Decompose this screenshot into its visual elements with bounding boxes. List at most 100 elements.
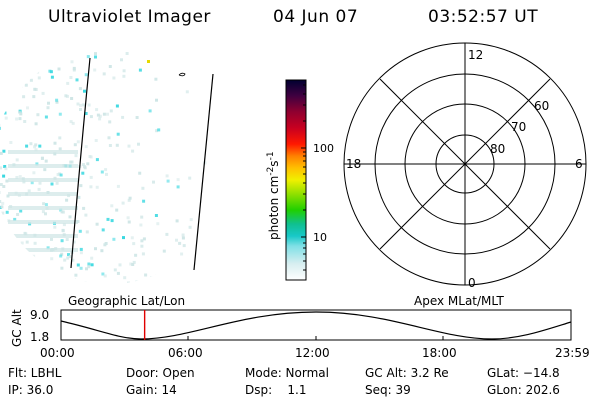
emission-pixel	[43, 168, 47, 172]
emission-pixel	[102, 112, 106, 116]
emission-pixel	[94, 55, 97, 59]
emission-pixel	[84, 73, 88, 77]
emission-pixel	[83, 165, 86, 169]
emission-pixel	[138, 68, 142, 72]
emission-pixel	[203, 161, 207, 165]
emission-pixel	[79, 266, 83, 270]
emission-pixel	[137, 142, 140, 146]
emission-pixel	[13, 217, 17, 221]
emission-pixel	[19, 112, 23, 116]
apex-caption: Apex MLat/MLT	[414, 294, 504, 308]
observation-time: 03:52:57 UT	[428, 7, 539, 27]
emission-pixel	[79, 184, 83, 188]
timeline-x-tick-2: 12:00	[295, 346, 330, 360]
emission-pixel	[95, 108, 99, 112]
emission-pixel	[25, 240, 29, 244]
emission-pixel	[33, 87, 37, 91]
emission-pixel	[69, 120, 73, 124]
emission-pixel	[100, 170, 104, 174]
emission-pixel	[166, 179, 170, 183]
emission-pixel	[15, 176, 19, 179]
gc-altitude-readout: GC Alt: 3.2 Re	[365, 366, 449, 380]
timeline-x-tick-1: 06:00	[168, 346, 203, 360]
colorbar-unit-label: photon cm-2s-1	[266, 151, 281, 240]
emission-pixel	[157, 128, 161, 132]
emission-pixel	[122, 236, 125, 240]
emission-pixel	[71, 258, 75, 262]
emission-pixel	[72, 66, 76, 70]
emission-pixel	[70, 97, 74, 100]
emission-pixel	[32, 171, 36, 175]
emission-pixel	[154, 77, 158, 81]
emission-pixel	[89, 155, 93, 159]
emission-pixel	[26, 106, 29, 110]
seq-readout: Seq: 39	[365, 383, 411, 397]
emission-pixel	[89, 115, 93, 119]
observation-date: 04 Jun 07	[273, 7, 359, 27]
dsp-readout: Dsp: 1.1	[245, 383, 307, 397]
emission-pixel	[188, 225, 192, 229]
emission-pixel	[75, 78, 79, 82]
emission-pixel	[116, 271, 120, 275]
emission-pixel	[128, 196, 132, 200]
filter-readout: Flt: LBHL	[8, 366, 62, 380]
emission-pixel	[84, 112, 88, 115]
emission-band	[8, 178, 78, 182]
altitude-curve	[60, 311, 572, 340]
emission-pixel	[25, 144, 29, 148]
colorbar-ticks	[301, 84, 306, 271]
emission-pixel	[41, 210, 45, 214]
emission-pixel	[0, 191, 1, 194]
emission-pixel	[140, 239, 144, 243]
emission-pixel	[24, 83, 28, 87]
emission-pixel	[2, 149, 6, 153]
emission-pixel	[180, 252, 184, 256]
emission-pixel	[176, 178, 180, 182]
emission-pixel	[87, 265, 91, 269]
emission-pixel	[93, 68, 97, 72]
emission-pixel	[85, 230, 89, 234]
longitude-line-right	[193, 73, 214, 271]
emission-pixel	[62, 223, 66, 227]
emission-pixel	[152, 180, 155, 184]
emission-pixel	[104, 168, 108, 172]
mlt-label-18: 18	[346, 157, 361, 171]
emission-pixel	[55, 100, 59, 104]
emission-pixel	[2, 185, 6, 188]
emission-pixel	[3, 165, 7, 168]
emission-pixel	[59, 173, 63, 177]
mode-readout: Mode: Normal	[245, 366, 329, 380]
emission-band	[8, 206, 78, 210]
emission-pixel	[162, 249, 166, 253]
bright-pixel	[147, 60, 150, 63]
emission-pixel	[105, 172, 108, 176]
emission-pixel	[188, 176, 192, 180]
emission-pixel	[34, 148, 38, 152]
emission-pixel	[64, 94, 68, 98]
emission-pixel	[65, 198, 69, 202]
emission-pixel	[60, 252, 64, 256]
emission-pixel	[148, 109, 152, 113]
emission-pixel	[22, 95, 26, 99]
emission-band	[8, 234, 78, 238]
emission-pixel	[38, 181, 42, 185]
emission-pixel	[30, 181, 34, 185]
emission-pixel	[20, 241, 24, 245]
emission-pixel	[47, 101, 50, 105]
mlt-label-12: 12	[468, 48, 483, 62]
emission-pixel	[55, 181, 59, 185]
emission-pixel	[60, 266, 64, 270]
mlt-label-6: 6	[575, 157, 583, 171]
emission-pixel	[86, 162, 90, 166]
emission-pixel	[79, 247, 83, 251]
emission-pixel	[29, 78, 33, 82]
emission-pixel	[76, 140, 80, 144]
door-readout: Door: Open	[126, 366, 195, 380]
emission-pixel	[1, 211, 5, 215]
emission-band	[8, 248, 78, 252]
emission-pixel	[82, 103, 86, 107]
emission-pixel	[95, 185, 99, 189]
emission-pixel	[70, 160, 74, 164]
emission-pixel	[175, 238, 178, 242]
emission-pixel	[142, 237, 146, 241]
